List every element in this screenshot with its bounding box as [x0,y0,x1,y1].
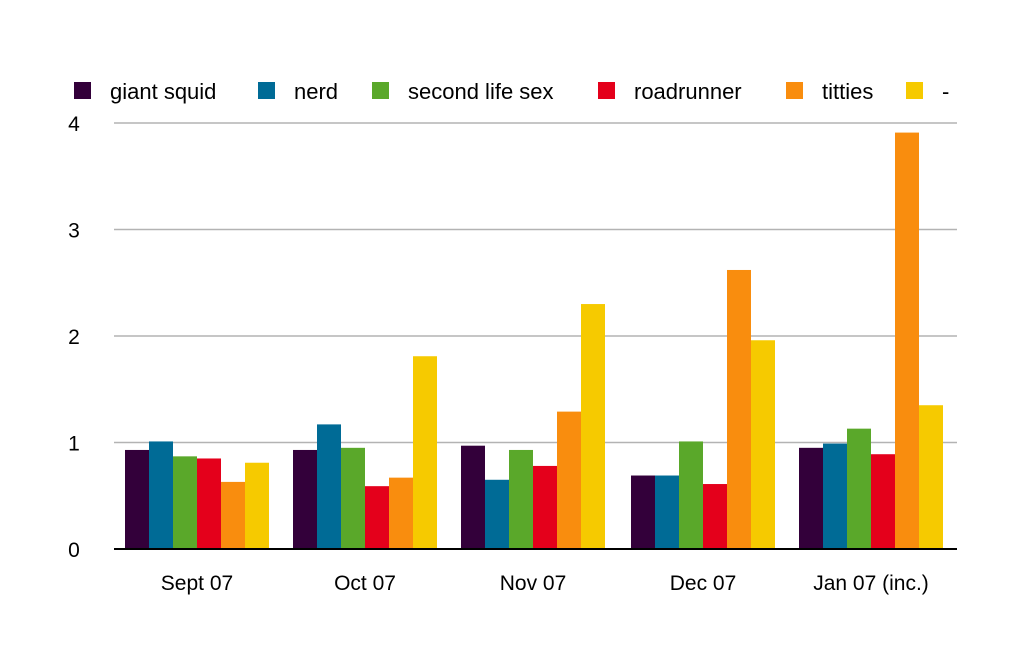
x-tick-label: Dec 07 [670,572,737,595]
legend-label: giant squid [110,79,216,104]
y-tick-label: 4 [68,113,80,136]
bar [365,486,389,549]
legend-label: - [942,79,949,104]
legend-item: second life sex [372,79,554,104]
bar [221,481,245,549]
bar [485,479,509,549]
legend-item: nerd [258,79,338,104]
legend-label: titties [822,79,873,104]
bar [293,449,317,549]
bar [197,458,221,549]
axes: 0 1 2 3 4 Sept 07 Oct 07 Nov 07 Dec 07 Jan 07 (in… [68,113,957,595]
gridlines [114,122,957,444]
x-tick-label: Oct 07 [334,572,396,595]
legend: giant squid nerd second life sex roadrunner… [74,79,949,104]
y-tick-label: 3 [68,220,80,243]
bar [389,477,413,549]
legend-swatch [906,82,923,99]
bar [799,447,823,549]
y-tick-label: 2 [68,326,80,349]
bar [679,441,703,549]
bar [533,465,557,549]
bar [823,443,847,549]
legend-item: giant squid [74,79,216,104]
legend-swatch [258,82,275,99]
bar [245,462,269,549]
y-tick-label: 0 [68,539,80,562]
bar [341,447,365,549]
bar [727,269,751,549]
x-tick-label: Nov 07 [500,572,567,595]
legend-item: titties [786,79,873,104]
bar [509,449,533,549]
legend-swatch [74,82,91,99]
bars [125,132,943,549]
bar [751,340,775,549]
y-tick-label: 1 [68,433,80,456]
bar [871,454,895,549]
legend-label: second life sex [408,79,554,104]
bar [413,356,437,549]
bar [317,424,341,549]
bar [703,484,727,549]
bar [149,441,173,549]
bar [581,304,605,549]
x-tick-label: Sept 07 [161,572,233,595]
bar [847,428,871,549]
bar [895,132,919,549]
x-tick-label: Jan 07 (inc.) [813,572,929,595]
bar [125,449,149,549]
legend-label: roadrunner [634,79,742,104]
bar [173,456,197,549]
legend-label: nerd [294,79,338,104]
bar [461,445,485,549]
legend-item: roadrunner [598,79,742,104]
bar [631,475,655,549]
bar [557,411,581,549]
bar [919,405,943,549]
legend-item: - [906,79,949,104]
legend-swatch [786,82,803,99]
bar [655,475,679,549]
legend-swatch [372,82,389,99]
legend-swatch [598,82,615,99]
